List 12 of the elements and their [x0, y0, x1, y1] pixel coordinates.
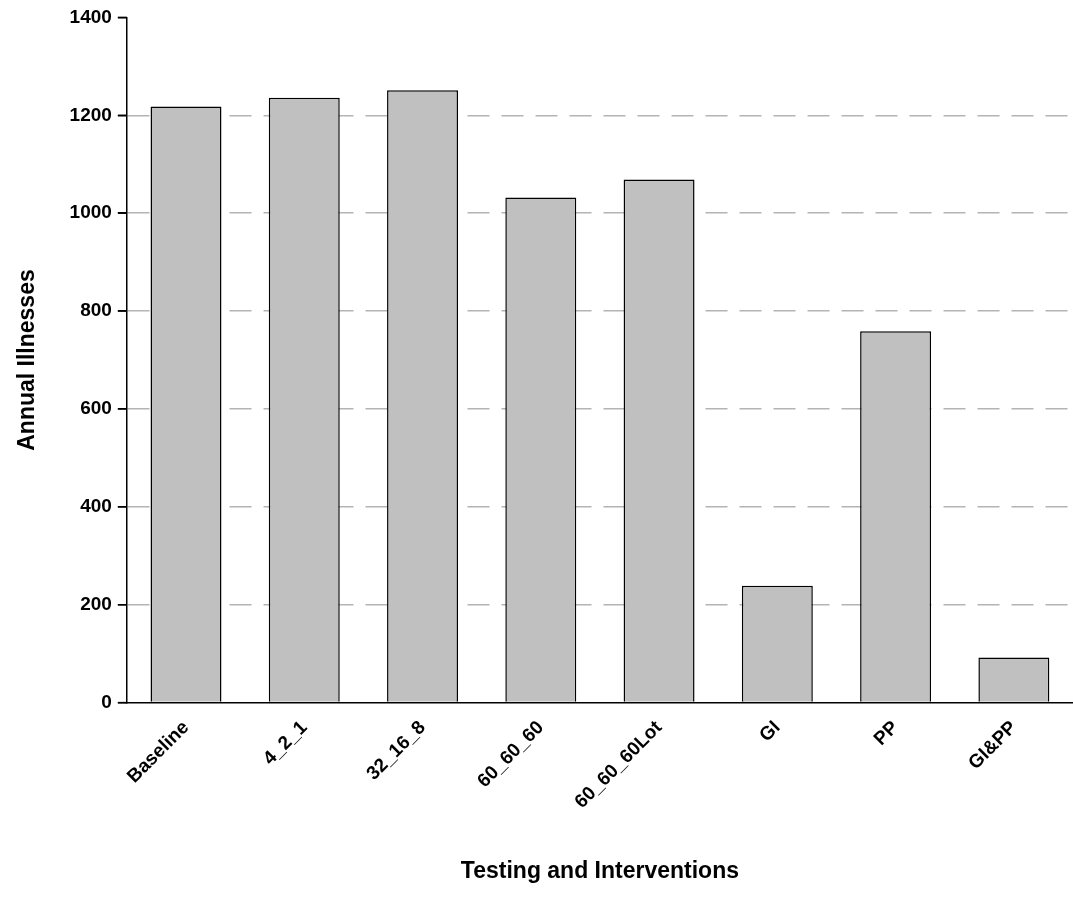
y-tick-label: 1000: [69, 201, 112, 223]
y-tick-label: 1400: [69, 5, 112, 27]
x-tick-label: PP: [869, 716, 903, 750]
y-tick-label: 400: [80, 495, 112, 517]
x-tick-label: GI: [754, 716, 784, 746]
y-axis-title: Annual Illnesses: [13, 269, 40, 451]
x-axis-title: Testing and Interventions: [460, 856, 740, 883]
y-tick-label: 800: [80, 299, 112, 321]
y-tick-label: 0: [101, 690, 112, 712]
y-tick-label: 1200: [69, 103, 112, 125]
y-tick-label: 200: [80, 592, 112, 614]
y-tick-label: 600: [80, 397, 112, 419]
